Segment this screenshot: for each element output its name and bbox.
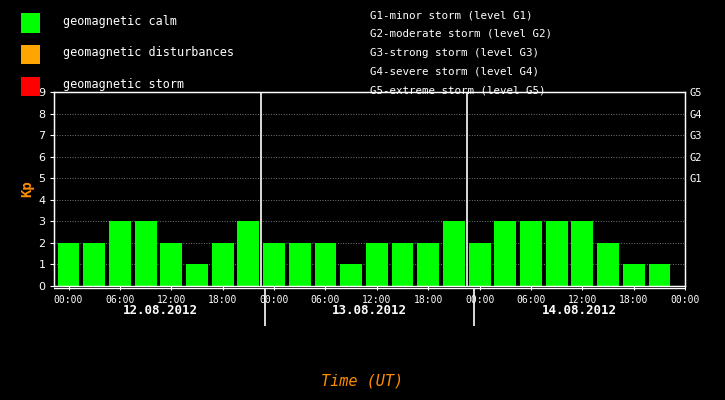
Bar [468,243,491,286]
Bar [237,221,260,286]
Bar [443,221,465,286]
Bar [494,221,516,286]
Bar [649,264,671,286]
Bar [135,221,157,286]
Bar [366,243,388,286]
Text: G2-moderate storm (level G2): G2-moderate storm (level G2) [370,29,552,39]
Bar [21,77,39,96]
Text: geomagnetic storm: geomagnetic storm [63,78,184,91]
Bar [418,243,439,286]
Text: 14.08.2012: 14.08.2012 [542,304,617,316]
Bar [623,264,645,286]
Bar [212,243,233,286]
Text: G4-severe storm (level G4): G4-severe storm (level G4) [370,67,539,77]
Bar [263,243,285,286]
Text: geomagnetic calm: geomagnetic calm [63,15,177,28]
Bar [520,221,542,286]
Bar [315,243,336,286]
Text: G5-extreme storm (level G5): G5-extreme storm (level G5) [370,86,545,96]
Bar [597,243,619,286]
Text: G1-minor storm (level G1): G1-minor storm (level G1) [370,10,532,20]
Text: 12.08.2012: 12.08.2012 [123,304,198,316]
Text: 13.08.2012: 13.08.2012 [332,304,407,316]
Bar [109,221,130,286]
Bar [57,243,80,286]
Text: G3-strong storm (level G3): G3-strong storm (level G3) [370,48,539,58]
Bar [392,243,413,286]
Bar [186,264,208,286]
Bar [340,264,362,286]
Bar [21,13,39,33]
Text: geomagnetic disturbances: geomagnetic disturbances [63,46,234,59]
Bar [21,45,39,64]
Bar [83,243,105,286]
Bar [289,243,310,286]
Bar [546,221,568,286]
Y-axis label: Kp: Kp [20,181,34,197]
Text: Time (UT): Time (UT) [321,373,404,388]
Bar [160,243,182,286]
Bar [571,221,593,286]
